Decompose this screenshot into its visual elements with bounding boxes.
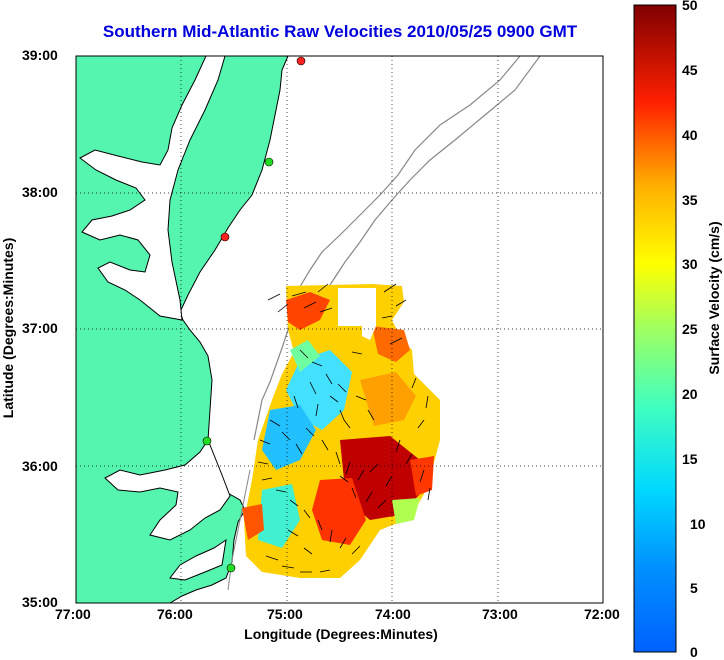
- colorbar: [633, 4, 677, 653]
- pamlico-sound: [104, 438, 231, 541]
- colorbar-tick-label: 30: [682, 256, 698, 272]
- station-marker: [220, 232, 230, 242]
- colorbar-tick-label: 40: [682, 127, 698, 143]
- colorbar-tick-label: 20: [682, 386, 698, 402]
- colorbar-tick-label: 0: [690, 644, 698, 660]
- station-marker: [226, 563, 236, 573]
- y-tick-label: 35:00: [22, 594, 58, 610]
- x-tick-label: 73:00: [482, 606, 518, 622]
- bathymetry-contour: [317, 56, 541, 306]
- velocity-vectors: [257, 283, 431, 573]
- station-marker: [202, 436, 212, 446]
- station-marker: [264, 157, 274, 167]
- y-tick-label: 36:00: [22, 458, 58, 474]
- x-tick-label: 77:00: [55, 606, 91, 622]
- pamlico-sound: [169, 538, 227, 581]
- station-markers: [202, 56, 306, 573]
- velocity-field: [242, 284, 440, 578]
- colorbar-tick-label: 15: [682, 451, 698, 467]
- plot-frame: [75, 55, 604, 604]
- colorbar-tick-label: 35: [682, 192, 698, 208]
- station-marker: [296, 56, 306, 66]
- bathymetry-contour: [253, 56, 521, 441]
- chesapeake-bay: [79, 56, 226, 321]
- map-title: Southern Mid-Atlantic Raw Velocities 201…: [102, 22, 578, 41]
- y-tick-label: 39:00: [22, 47, 58, 63]
- x-tick-label: 74:00: [375, 606, 411, 622]
- colorbar-tick-label: 25: [682, 321, 698, 337]
- x-tick-label: 76:00: [157, 606, 193, 622]
- y-tick-label: 37:00: [22, 320, 58, 336]
- colorbar-tick-label: 10: [690, 516, 706, 532]
- y-tick-label: 38:00: [22, 184, 58, 200]
- colorbar-tick-label: 50: [682, 0, 698, 13]
- colorbar-tick-label: 45: [682, 62, 698, 78]
- x-axis-label: Longitude (Degrees:Minutes): [244, 626, 438, 642]
- x-tick-label: 75:00: [267, 606, 303, 622]
- colorbar-tick-label: 5: [690, 580, 698, 596]
- x-tick-label: 72:00: [584, 606, 620, 622]
